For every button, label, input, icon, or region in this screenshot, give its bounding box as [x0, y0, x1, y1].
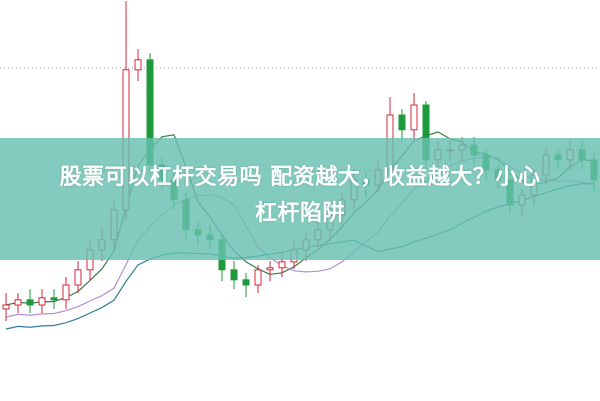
candle-up — [74, 269, 82, 286]
title-line-2: 杠杆陷阱 — [254, 201, 345, 226]
candle-up — [278, 261, 286, 269]
title-line-1: 股票可以杠杆交易吗 配资越大，收益越大？小心 — [59, 165, 541, 190]
candle-down — [242, 279, 250, 286]
candle-up — [2, 304, 10, 310]
article-title: 股票可以杠杆交易吗 配资越大，收益越大？小心 杠杆陷阱 — [0, 160, 600, 232]
candle-up — [266, 267, 274, 271]
candle-up — [14, 299, 22, 306]
title-banner — [0, 138, 600, 260]
candle-down — [26, 299, 34, 306]
candle-up — [254, 269, 262, 286]
candle-down — [398, 114, 406, 131]
candle-down — [230, 269, 238, 281]
candle-up — [62, 284, 70, 301]
candle-up — [38, 297, 46, 306]
candle-up — [410, 104, 418, 131]
candle-up — [134, 59, 142, 71]
candle-down — [50, 297, 58, 301]
